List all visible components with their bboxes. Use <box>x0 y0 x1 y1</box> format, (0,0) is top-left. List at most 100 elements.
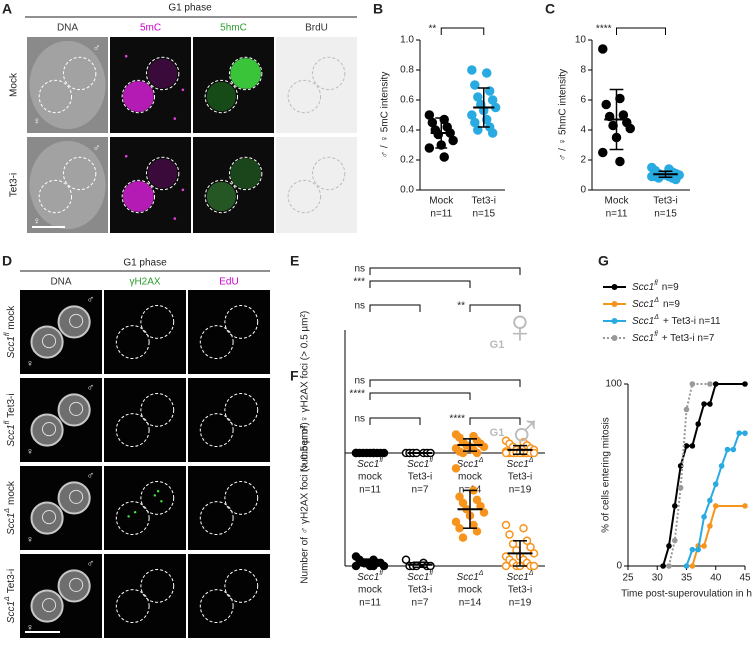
data-point <box>455 523 464 533</box>
data-point <box>701 543 707 549</box>
data-point <box>707 401 713 407</box>
nucleus-outline <box>145 156 180 191</box>
treatment: mock <box>6 305 17 330</box>
image-background <box>110 137 191 233</box>
nucleolus <box>69 313 84 328</box>
significance-bracket <box>616 27 666 35</box>
y-tick-label: 0.6 <box>400 95 414 106</box>
legend-label: Scc1Δ + Tet3-i n=11 <box>632 314 721 326</box>
legend-label: Scc1fl n=9 <box>632 280 679 292</box>
data-point <box>455 492 464 501</box>
signal <box>122 81 154 112</box>
nucleus <box>30 325 64 359</box>
x-tick-label: Scc1Δ <box>507 457 534 469</box>
x-tick-label: Mock <box>605 196 630 207</box>
significance-bracket <box>369 280 471 288</box>
treatment: Tet3-i <box>6 569 17 593</box>
legend-label: Scc1Δ n=9 <box>632 297 680 309</box>
nucleus-outline <box>224 393 259 427</box>
column-header: 5mC <box>140 23 161 34</box>
column-header: EdU <box>219 277 238 288</box>
significance-bracket <box>469 417 521 425</box>
x-tick-label: Tet3-i <box>653 196 677 207</box>
y-tick-label: 10 <box>575 35 587 46</box>
data-point <box>689 381 696 387</box>
image-background <box>276 37 357 133</box>
allele: Δ <box>4 596 11 602</box>
panel-letter: C <box>545 1 555 17</box>
data-point <box>484 86 495 96</box>
image-background <box>110 37 191 133</box>
data-point <box>742 430 748 436</box>
gene-name: Scc1 <box>507 459 529 470</box>
x-tick-label: Scc1fl <box>407 457 433 469</box>
y-axis-label: ♂ / ♀ 5mC intensity <box>380 72 391 159</box>
data-point <box>695 421 701 427</box>
nucleus-outline <box>199 501 234 535</box>
column-header: γH2AX <box>129 277 160 288</box>
nucleus-outline <box>287 179 322 214</box>
data-point <box>505 530 514 539</box>
nucleus-outline <box>140 305 175 339</box>
y-tick-label: 0 <box>580 185 586 196</box>
significance-label: ns <box>354 301 365 312</box>
nucleus-outline <box>38 79 73 114</box>
micrograph <box>110 137 191 233</box>
y-tick-label: 0.2 <box>400 155 414 166</box>
nucleus-outline <box>121 79 156 114</box>
nucleus-outline <box>199 325 234 359</box>
female-symbol: ♀ <box>26 359 34 370</box>
male-symbol: ♂ <box>87 559 95 570</box>
data-point <box>689 443 696 449</box>
allele: Δ <box>653 297 659 304</box>
legend-rest: + Tet3-i n=11 <box>663 316 721 327</box>
oocyte <box>29 140 106 230</box>
nucleus-outline <box>224 481 259 515</box>
nucleus-outline <box>140 481 175 515</box>
data-point <box>598 147 608 158</box>
data-point <box>426 561 435 571</box>
panel-letter: B <box>373 1 383 17</box>
allele: fl <box>429 570 433 577</box>
nucleus-outline <box>204 179 239 214</box>
significance-bracket <box>369 379 521 387</box>
significance-bracket <box>369 304 421 312</box>
significance-label: ns <box>354 414 365 425</box>
data-point <box>439 152 449 162</box>
data-point <box>598 44 608 54</box>
data-point <box>451 464 461 473</box>
data-point <box>666 543 672 549</box>
n-label: n=11 <box>606 209 628 220</box>
data-point <box>666 563 672 569</box>
significance-label: **** <box>449 414 465 425</box>
allele: fl <box>379 457 383 464</box>
micrograph <box>193 37 274 133</box>
nucleus-outline <box>287 79 322 114</box>
data-point <box>712 381 719 387</box>
focus <box>153 494 157 497</box>
allele: fl <box>4 332 11 336</box>
legend-rest: n=9 <box>662 282 679 293</box>
data-point <box>742 503 748 509</box>
significance-label: ns <box>354 376 365 387</box>
data-point <box>501 561 511 571</box>
data-point <box>479 508 489 517</box>
gene-name: Scc1 <box>6 336 17 358</box>
data-point <box>660 563 666 569</box>
sex-symbol: ♀ <box>502 301 538 354</box>
y-axis-label: Number of ♀ γH2AX foci (> 0.5 µm²) <box>300 311 311 472</box>
column-header: 5hmC <box>220 23 247 34</box>
x-tick-label: mock <box>358 585 383 596</box>
gene-name: Scc1 <box>632 282 654 293</box>
signal <box>148 58 178 89</box>
n-label: n=19 <box>509 485 532 496</box>
nucleus <box>30 501 64 535</box>
data-point <box>458 533 468 542</box>
x-tick-label: Tet3-i <box>508 472 532 483</box>
data-point <box>677 463 684 469</box>
gene-name: Scc1 <box>457 572 479 583</box>
male-symbol: ♂ <box>93 143 101 154</box>
x-tick-label: mock <box>358 472 383 483</box>
nucleus-outline <box>115 325 150 359</box>
